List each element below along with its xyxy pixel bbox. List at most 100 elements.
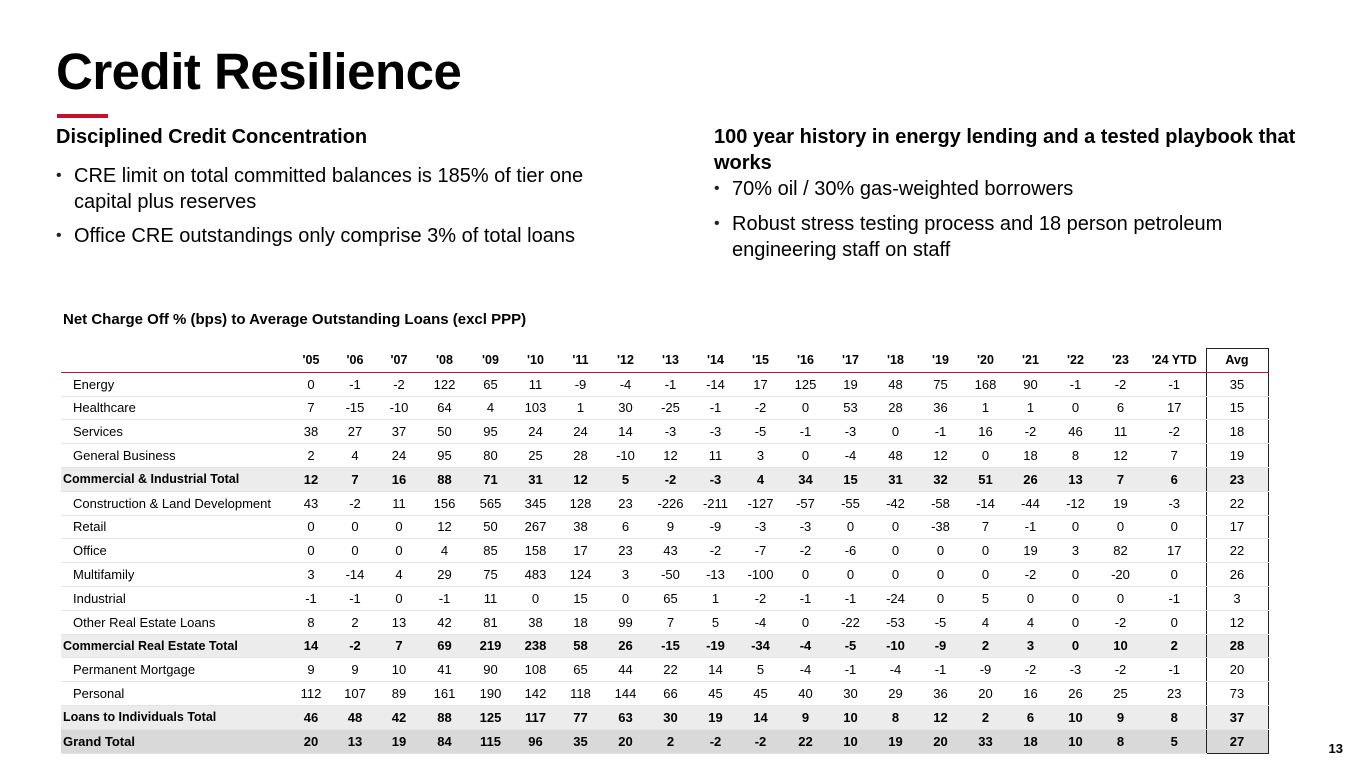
value-cell: 8	[873, 705, 918, 730]
value-cell: 48	[873, 443, 918, 468]
value-cell: 7	[963, 515, 1008, 540]
value-cell: -2	[377, 372, 421, 397]
value-cell: 0	[1143, 515, 1206, 540]
value-cell: 36	[918, 396, 963, 421]
value-cell: 15	[558, 586, 603, 611]
avg-cell: 26	[1205, 562, 1269, 587]
value-cell: 77	[558, 705, 603, 730]
value-cell: -2	[738, 586, 783, 611]
value-cell: 46	[289, 705, 333, 730]
value-cell: -12	[1053, 491, 1098, 516]
value-cell: -4	[828, 443, 873, 468]
left-heading: Disciplined Credit Concentration	[56, 126, 368, 148]
left-bullet: CRE limit on total committed balances is…	[56, 163, 636, 215]
value-cell: 38	[289, 419, 333, 445]
table-row: Services 38 27 37 50 95 24 24 14 -3 -3 -5 -1 -3 0 -1 16-…	[61, 419, 1269, 445]
value-cell: 0	[783, 443, 828, 468]
value-cell: 11	[377, 491, 421, 516]
value-cell: 1	[693, 586, 738, 611]
value-cell: -2	[1008, 562, 1053, 587]
value-cell: 0	[828, 515, 873, 540]
title-accent-bar	[57, 114, 108, 118]
value-cell: 9	[289, 657, 333, 683]
value-cell: 17	[558, 538, 603, 564]
avg-cell: 22	[1205, 491, 1269, 516]
value-cell: 30	[603, 396, 648, 421]
value-cell: -1	[783, 586, 828, 611]
value-cell: -24	[873, 586, 918, 611]
value-cell: 40	[783, 681, 828, 706]
value-cell: -20	[1098, 562, 1143, 587]
value-cell: 0	[783, 562, 828, 587]
value-cell: 14	[603, 419, 648, 445]
value-cell: 9	[1098, 705, 1143, 730]
value-cell: 99	[603, 610, 648, 635]
value-cell: 28	[873, 396, 918, 421]
value-cell: 10	[1098, 634, 1143, 659]
value-cell: -1	[1143, 657, 1206, 683]
subtotal-row: Loans to Individuals Total 46 48 42 88 125 117…	[61, 705, 1269, 730]
value-cell: 267	[513, 515, 558, 540]
value-cell: 345	[513, 491, 558, 516]
value-cell: 18	[558, 610, 603, 635]
value-cell: -3	[693, 467, 738, 492]
value-cell: -15	[648, 634, 693, 659]
value-cell: 20	[603, 729, 648, 754]
avg-cell: 20	[1205, 657, 1269, 683]
value-cell: -9	[918, 634, 963, 659]
column-header: '13	[648, 348, 693, 373]
value-cell: 16	[963, 419, 1008, 445]
value-cell: 44	[603, 657, 648, 683]
value-cell: 118	[558, 681, 603, 706]
value-cell: 0	[1008, 586, 1053, 611]
value-cell: -19	[693, 634, 738, 659]
value-cell: 14	[693, 657, 738, 683]
value-cell: 66	[648, 681, 693, 706]
value-cell: -2	[738, 729, 783, 754]
value-cell: 4	[333, 443, 377, 468]
value-cell: -4	[873, 657, 918, 683]
value-cell: 11	[468, 586, 513, 611]
value-cell: 144	[603, 681, 648, 706]
value-cell: -2	[648, 467, 693, 492]
value-cell: -1	[1008, 515, 1053, 540]
value-cell: -9	[558, 372, 603, 397]
value-cell: 2	[289, 443, 333, 468]
column-header: '15	[738, 348, 783, 373]
value-cell: 0	[289, 538, 333, 564]
value-cell: 0	[1053, 634, 1098, 659]
value-cell: 22	[648, 657, 693, 683]
value-cell: 7	[1143, 443, 1206, 468]
column-header: '10	[513, 348, 558, 373]
value-cell: 19	[873, 729, 918, 754]
value-cell: -38	[918, 515, 963, 540]
value-cell: 3	[1008, 634, 1053, 659]
value-cell: 96	[513, 729, 558, 754]
table-row: General Business 2 4 24 95 80 25 28 -10 12 11 3 0 -4 4…	[61, 443, 1269, 468]
value-cell: 37	[377, 419, 421, 445]
value-cell: 24	[513, 419, 558, 445]
value-cell: 0	[873, 538, 918, 564]
value-cell: 71	[468, 467, 513, 492]
value-cell: 112	[289, 681, 333, 706]
value-cell: 33	[963, 729, 1008, 754]
value-cell: -4	[603, 372, 648, 397]
value-cell: -2	[1098, 657, 1143, 683]
value-cell: 26	[1053, 681, 1098, 706]
value-cell: 19	[1098, 491, 1143, 516]
right-bullet: 70% oil / 30% gas-weighted borrowers	[714, 176, 1314, 202]
value-cell: 88	[421, 467, 468, 492]
avg-cell: 37	[1205, 705, 1269, 730]
value-cell: 3	[1053, 538, 1098, 564]
value-cell: 117	[513, 705, 558, 730]
right-column: 100 year history in energy lending and a…	[714, 124, 1314, 272]
value-cell: 219	[468, 634, 513, 659]
value-cell: 58	[558, 634, 603, 659]
value-cell: 0	[873, 419, 918, 445]
value-cell: 565	[468, 491, 513, 516]
value-cell: 50	[421, 419, 468, 445]
row-label: Loans to Individuals Total	[61, 705, 289, 730]
value-cell: 10	[828, 705, 873, 730]
value-cell: 85	[468, 538, 513, 564]
column-header: '08	[421, 348, 468, 373]
